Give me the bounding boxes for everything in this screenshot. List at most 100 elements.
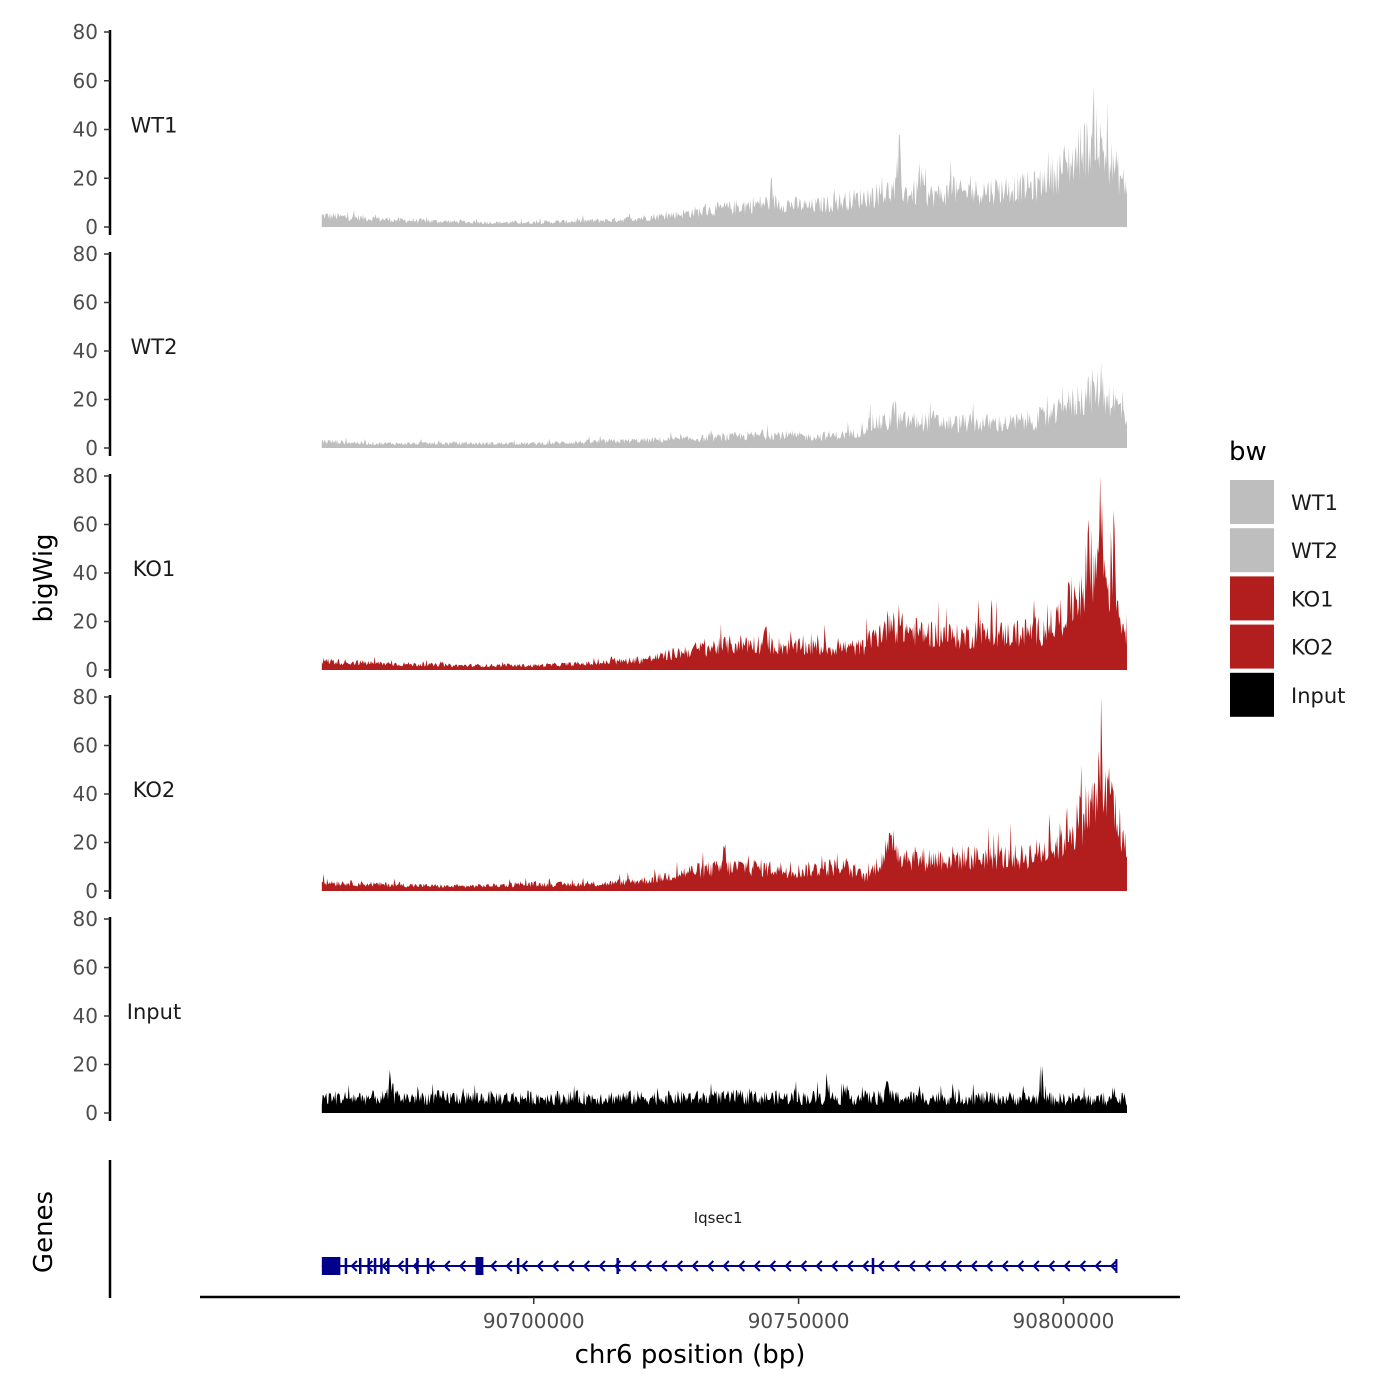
coverage-area-ko2 (321, 697, 1127, 891)
strand-arrow (846, 1260, 854, 1272)
track-ko1: 0 20 40 60 80 KO1 (73, 464, 1127, 682)
strand-arrow (505, 1260, 513, 1272)
strand-arrow (1109, 1260, 1118, 1272)
strand-arrow (691, 1260, 699, 1272)
strand-arrow (567, 1260, 575, 1272)
strand-arrow (784, 1260, 792, 1272)
strand-arrow (598, 1260, 606, 1272)
strand-arrow (985, 1260, 994, 1272)
strand-arrow (954, 1260, 963, 1272)
strand-arrow (675, 1260, 684, 1272)
gene-exon (321, 1257, 341, 1275)
y-tick-label: 20 (73, 166, 98, 190)
y-tick-label: 20 (73, 610, 98, 634)
y-tick-label: 20 (73, 388, 98, 412)
y-tick-label: 0 (85, 879, 98, 903)
gene-exon (387, 1258, 390, 1274)
strand-arrow (1032, 1260, 1040, 1272)
legend-title: bw (1229, 437, 1267, 467)
x-tick-label: 90750000 (748, 1309, 850, 1333)
legend-swatch-wt2 (1230, 528, 1274, 573)
track-label: WT2 (131, 335, 178, 359)
gene-exon (405, 1258, 409, 1274)
legend-label: KO2 (1291, 636, 1334, 660)
strand-arrow (1047, 1260, 1056, 1272)
strand-arrow (443, 1260, 451, 1272)
y-tick-label: 60 (73, 291, 98, 315)
y-tick-label: 20 (73, 831, 98, 855)
gene-name-label: Iqsec1 (694, 1209, 743, 1227)
strand-arrow (660, 1260, 668, 1272)
strand-arrow (520, 1260, 529, 1272)
strand-arrow (1063, 1260, 1071, 1272)
gene-exon (516, 1258, 520, 1274)
legend-swatch-ko1 (1230, 576, 1274, 621)
x-axis-title: chr6 position (bp) (575, 1340, 806, 1370)
strand-arrow (706, 1260, 715, 1272)
coverage-area-input (321, 1065, 1127, 1113)
strand-arrow (799, 1260, 808, 1272)
y-tick-label: 40 (73, 1004, 98, 1028)
strand-arrow (489, 1260, 498, 1272)
y-tick-label: 80 (73, 242, 98, 266)
strand-arrow (582, 1260, 591, 1272)
strand-arrow (815, 1260, 823, 1272)
track-label: KO1 (133, 557, 176, 581)
strand-arrow (892, 1260, 901, 1272)
strand-arrow (629, 1260, 637, 1272)
gene-exon (373, 1258, 377, 1274)
strand-arrow (768, 1260, 777, 1272)
coverage-area-ko1 (321, 476, 1127, 670)
y-tick-label: 80 (73, 685, 98, 709)
strand-arrow (1001, 1260, 1009, 1272)
y-tick-label: 0 (85, 436, 98, 460)
track-ko2: 0 20 40 60 80 KO2 (73, 685, 1127, 903)
y-tick-label: 20 (73, 1053, 98, 1077)
strand-arrow (830, 1260, 839, 1272)
strand-arrow (474, 1260, 482, 1272)
y-tick-label: 40 (73, 561, 98, 585)
track-input: 0 20 40 60 80 Input (73, 907, 1127, 1125)
legend-swatch-input (1230, 672, 1274, 717)
y-tick-label: 80 (73, 464, 98, 488)
strand-arrow (381, 1260, 389, 1272)
strand-arrow (923, 1260, 932, 1272)
track-label: KO2 (133, 778, 176, 802)
strand-arrow (644, 1260, 653, 1272)
genes-axis-title: Genes (29, 1191, 59, 1273)
strand-arrow (1094, 1260, 1102, 1272)
y-tick-label: 60 (73, 956, 98, 980)
coverage-area-wt2 (321, 362, 1127, 448)
y-tick-label: 0 (85, 658, 98, 682)
gene-exon (475, 1257, 484, 1275)
y-tick-label: 80 (73, 907, 98, 931)
x-tick-label: 90800000 (1013, 1309, 1115, 1333)
strand-arrow (722, 1260, 730, 1272)
y-axis-title: bigWig (29, 533, 59, 622)
gene-exon (616, 1258, 619, 1274)
x-tick-label: 90700000 (483, 1309, 585, 1333)
strand-arrow (427, 1260, 436, 1272)
legend-label: WT2 (1291, 539, 1338, 563)
strand-arrow (613, 1260, 622, 1272)
strand-arrow (861, 1260, 870, 1272)
y-tick-label: 0 (85, 1101, 98, 1125)
track-label: WT1 (131, 114, 178, 138)
gene-exon (344, 1258, 348, 1274)
x-axis: 90700000 90750000 90800000 (200, 1295, 1180, 1333)
strand-arrow (350, 1260, 358, 1272)
y-tick-label: 60 (73, 513, 98, 537)
legend-label: WT1 (1291, 491, 1338, 515)
gene-exon (416, 1258, 419, 1274)
y-tick-label: 40 (73, 782, 98, 806)
strand-arrow (939, 1260, 947, 1272)
strand-arrow (536, 1260, 544, 1272)
legend: bw WT1 WT2 KO1 KO2 Input (1229, 437, 1345, 717)
strand-arrow (1078, 1260, 1087, 1272)
strand-arrow (458, 1260, 467, 1272)
strand-arrow (551, 1260, 560, 1272)
strand-arrow (412, 1260, 420, 1272)
y-tick-label: 0 (85, 215, 98, 239)
strand-arrow (970, 1260, 978, 1272)
